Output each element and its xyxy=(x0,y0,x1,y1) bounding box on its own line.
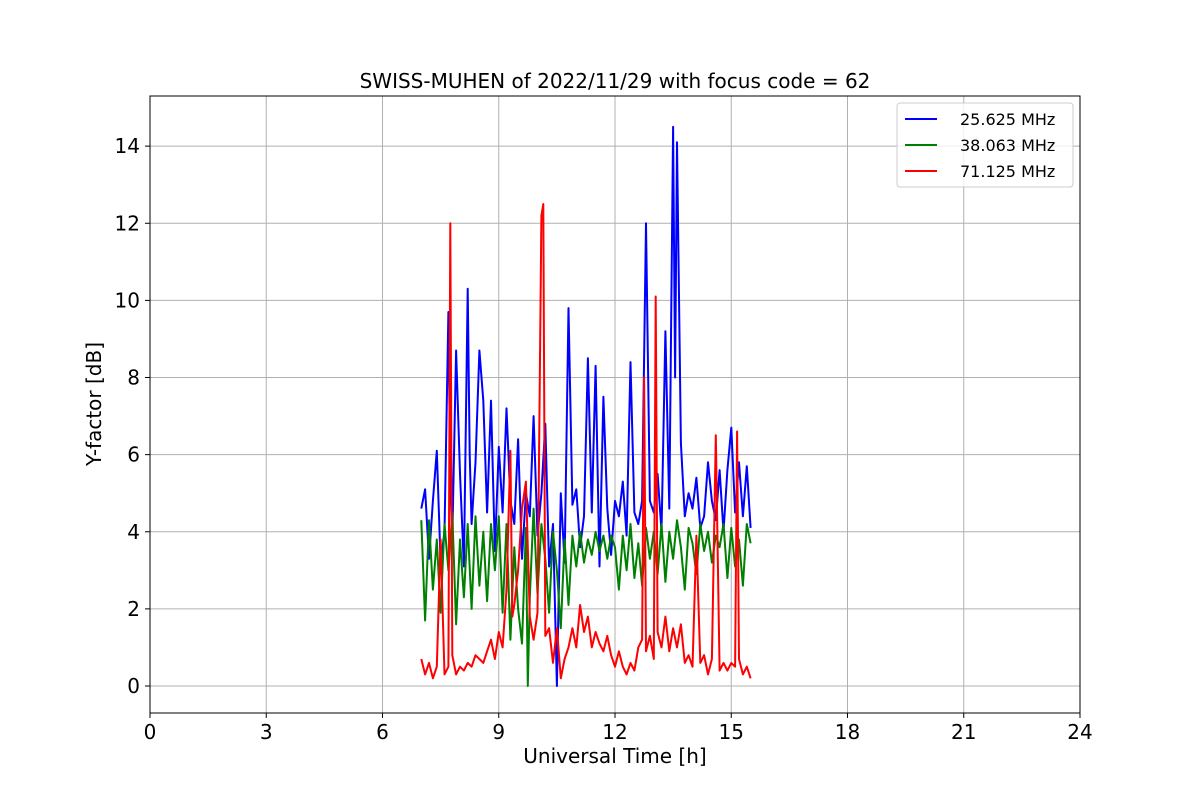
series-line xyxy=(420,125,752,687)
y-tick-label: 2 xyxy=(127,597,140,621)
x-tick-label: 15 xyxy=(719,720,744,744)
legend-box xyxy=(896,102,1074,188)
x-axis-label: Universal Time [h] xyxy=(523,744,706,768)
x-tick-label: 21 xyxy=(951,720,976,744)
y-tick-label: 12 xyxy=(115,211,140,235)
legend-label: 25.625 MHz xyxy=(960,110,1055,129)
y-tick-label: 6 xyxy=(127,443,140,467)
series-line xyxy=(420,203,752,680)
x-tick-label: 9 xyxy=(492,720,505,744)
x-tick-label: 3 xyxy=(260,720,273,744)
x-tick-label: 24 xyxy=(1067,720,1092,744)
x-tick-label: 12 xyxy=(602,720,627,744)
legend-label: 71.125 MHz xyxy=(960,162,1055,181)
legend: 25.625 MHz 38.063 MHz 71.125 MHz xyxy=(896,102,1074,188)
x-tick-label: 0 xyxy=(144,720,157,744)
y-tick-label: 10 xyxy=(115,288,140,312)
x-tick-label: 18 xyxy=(835,720,860,744)
y-tick-label: 4 xyxy=(127,520,140,544)
plot-lines xyxy=(420,125,752,687)
legend-label: 38.063 MHz xyxy=(960,136,1055,155)
y-tick-label: 8 xyxy=(127,366,140,390)
chart-title: SWISS-MUHEN of 2022/11/29 with focus cod… xyxy=(360,69,871,93)
y-tick-label: 14 xyxy=(115,134,140,158)
x-tick-label: 6 xyxy=(376,720,389,744)
y-tick-label: 0 xyxy=(127,674,140,698)
y-axis-label: Y-factor [dB] xyxy=(82,342,106,467)
